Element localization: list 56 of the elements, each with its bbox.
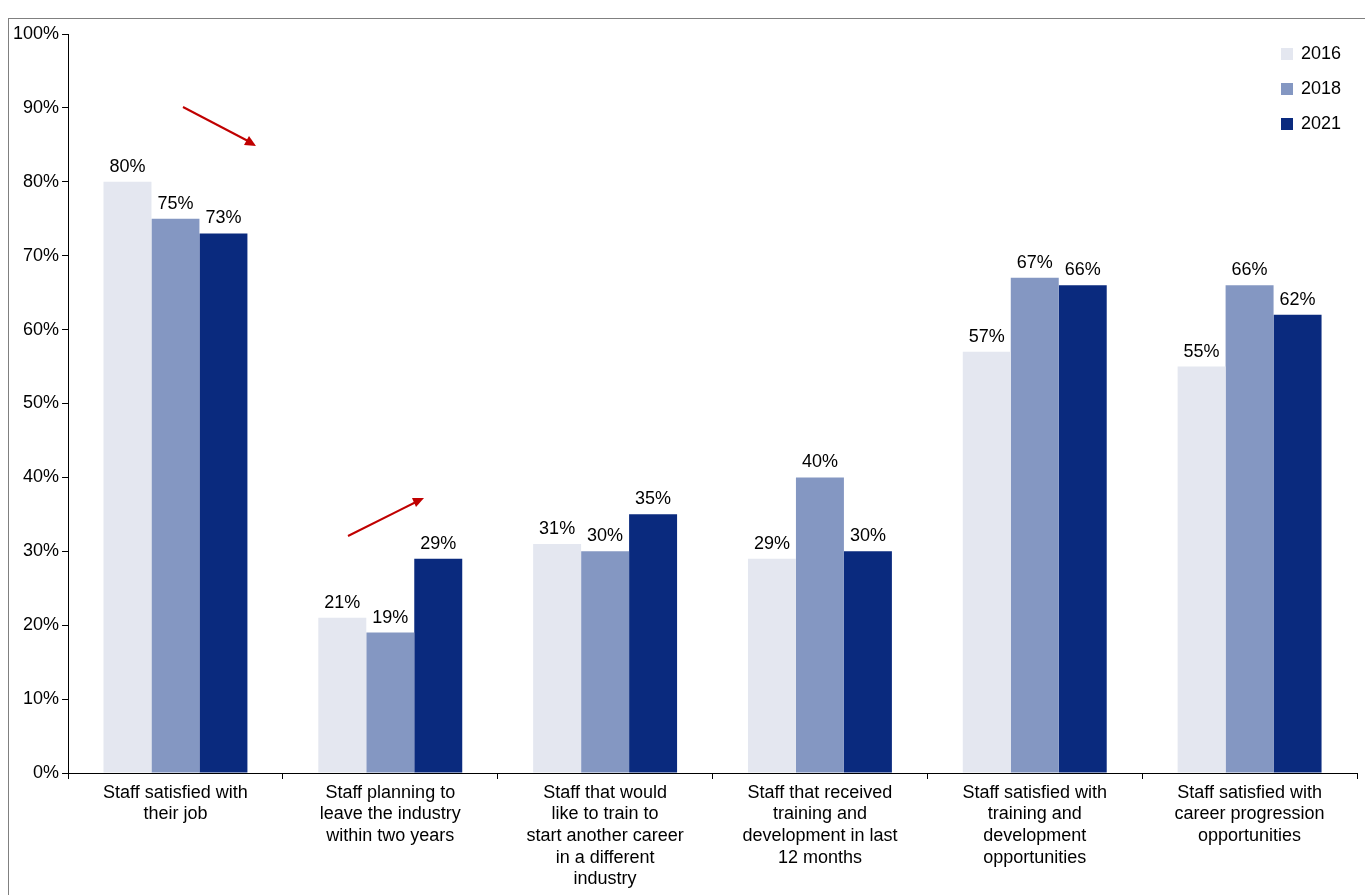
x-tick-label: Staff that would like to train to start another career in a different industry xyxy=(526,781,684,889)
y-tick-label: 100% xyxy=(12,22,60,43)
x-tick-label: Staff satisfied with training and development opportunities xyxy=(962,781,1108,867)
x-tick-label: Staff satisfied with career progression opportunities xyxy=(1174,781,1325,845)
bar xyxy=(962,351,1011,773)
bar xyxy=(414,558,463,773)
data-label: 21% xyxy=(324,591,361,612)
bar xyxy=(318,617,367,773)
data-label: 73% xyxy=(205,207,242,228)
legend-label: 2021 xyxy=(1299,112,1341,135)
bar xyxy=(581,551,630,773)
bar xyxy=(1177,366,1226,773)
data-label: 19% xyxy=(372,606,409,627)
data-label: 40% xyxy=(801,451,838,472)
data-label: 75% xyxy=(157,192,194,213)
bar xyxy=(103,181,152,773)
bar xyxy=(1273,314,1322,773)
x-tick-label: Staff planning to leave the industry within two years xyxy=(319,781,461,845)
data-label: 67% xyxy=(1016,251,1053,272)
bar xyxy=(629,514,678,773)
legend-label: 2018 xyxy=(1299,77,1341,100)
y-tick-label: 0% xyxy=(33,761,60,782)
legend-label: 2016 xyxy=(1299,42,1341,65)
bar xyxy=(366,632,415,773)
y-tick-label: 20% xyxy=(23,614,60,635)
y-tick-label: 60% xyxy=(23,318,60,339)
bar xyxy=(747,558,796,773)
bar xyxy=(151,218,200,773)
bar xyxy=(1058,285,1107,773)
data-label: 66% xyxy=(1231,259,1268,280)
y-tick-label: 90% xyxy=(23,96,60,117)
bar xyxy=(843,551,892,773)
data-label: 57% xyxy=(968,325,1005,346)
data-label: 30% xyxy=(849,525,886,546)
data-label: 35% xyxy=(635,488,672,509)
bar xyxy=(533,543,582,773)
data-label: 29% xyxy=(753,532,790,553)
y-tick-label: 70% xyxy=(23,244,60,265)
data-label: 31% xyxy=(539,517,576,538)
bar xyxy=(1010,277,1059,773)
data-label: 55% xyxy=(1183,340,1220,361)
y-tick-label: 50% xyxy=(23,392,60,413)
x-tick-label: Staff satisfied with their job xyxy=(103,781,248,824)
bar xyxy=(795,477,844,773)
data-label: 29% xyxy=(420,532,457,553)
y-tick-label: 10% xyxy=(23,688,60,709)
y-tick-label: 30% xyxy=(23,540,60,561)
y-tick-label: 40% xyxy=(23,466,60,487)
data-label: 66% xyxy=(1064,259,1101,280)
data-label: 80% xyxy=(109,155,146,176)
data-label: 62% xyxy=(1279,288,1316,309)
y-tick-label: 80% xyxy=(23,170,60,191)
data-label: 30% xyxy=(587,525,624,546)
x-tick-label: Staff that received training and development in last 12 months xyxy=(742,781,898,867)
bar xyxy=(199,233,248,773)
bar xyxy=(1225,285,1274,773)
